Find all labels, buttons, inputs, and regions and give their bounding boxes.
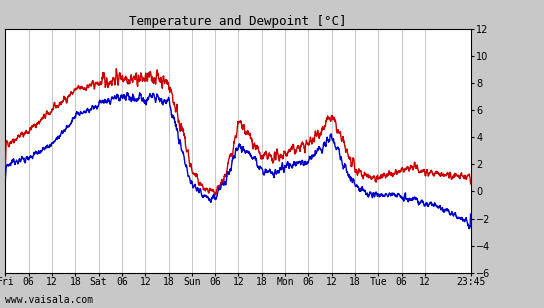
Text: www.vaisala.com: www.vaisala.com [5,295,94,305]
Title: Temperature and Dewpoint [°C]: Temperature and Dewpoint [°C] [129,15,347,28]
